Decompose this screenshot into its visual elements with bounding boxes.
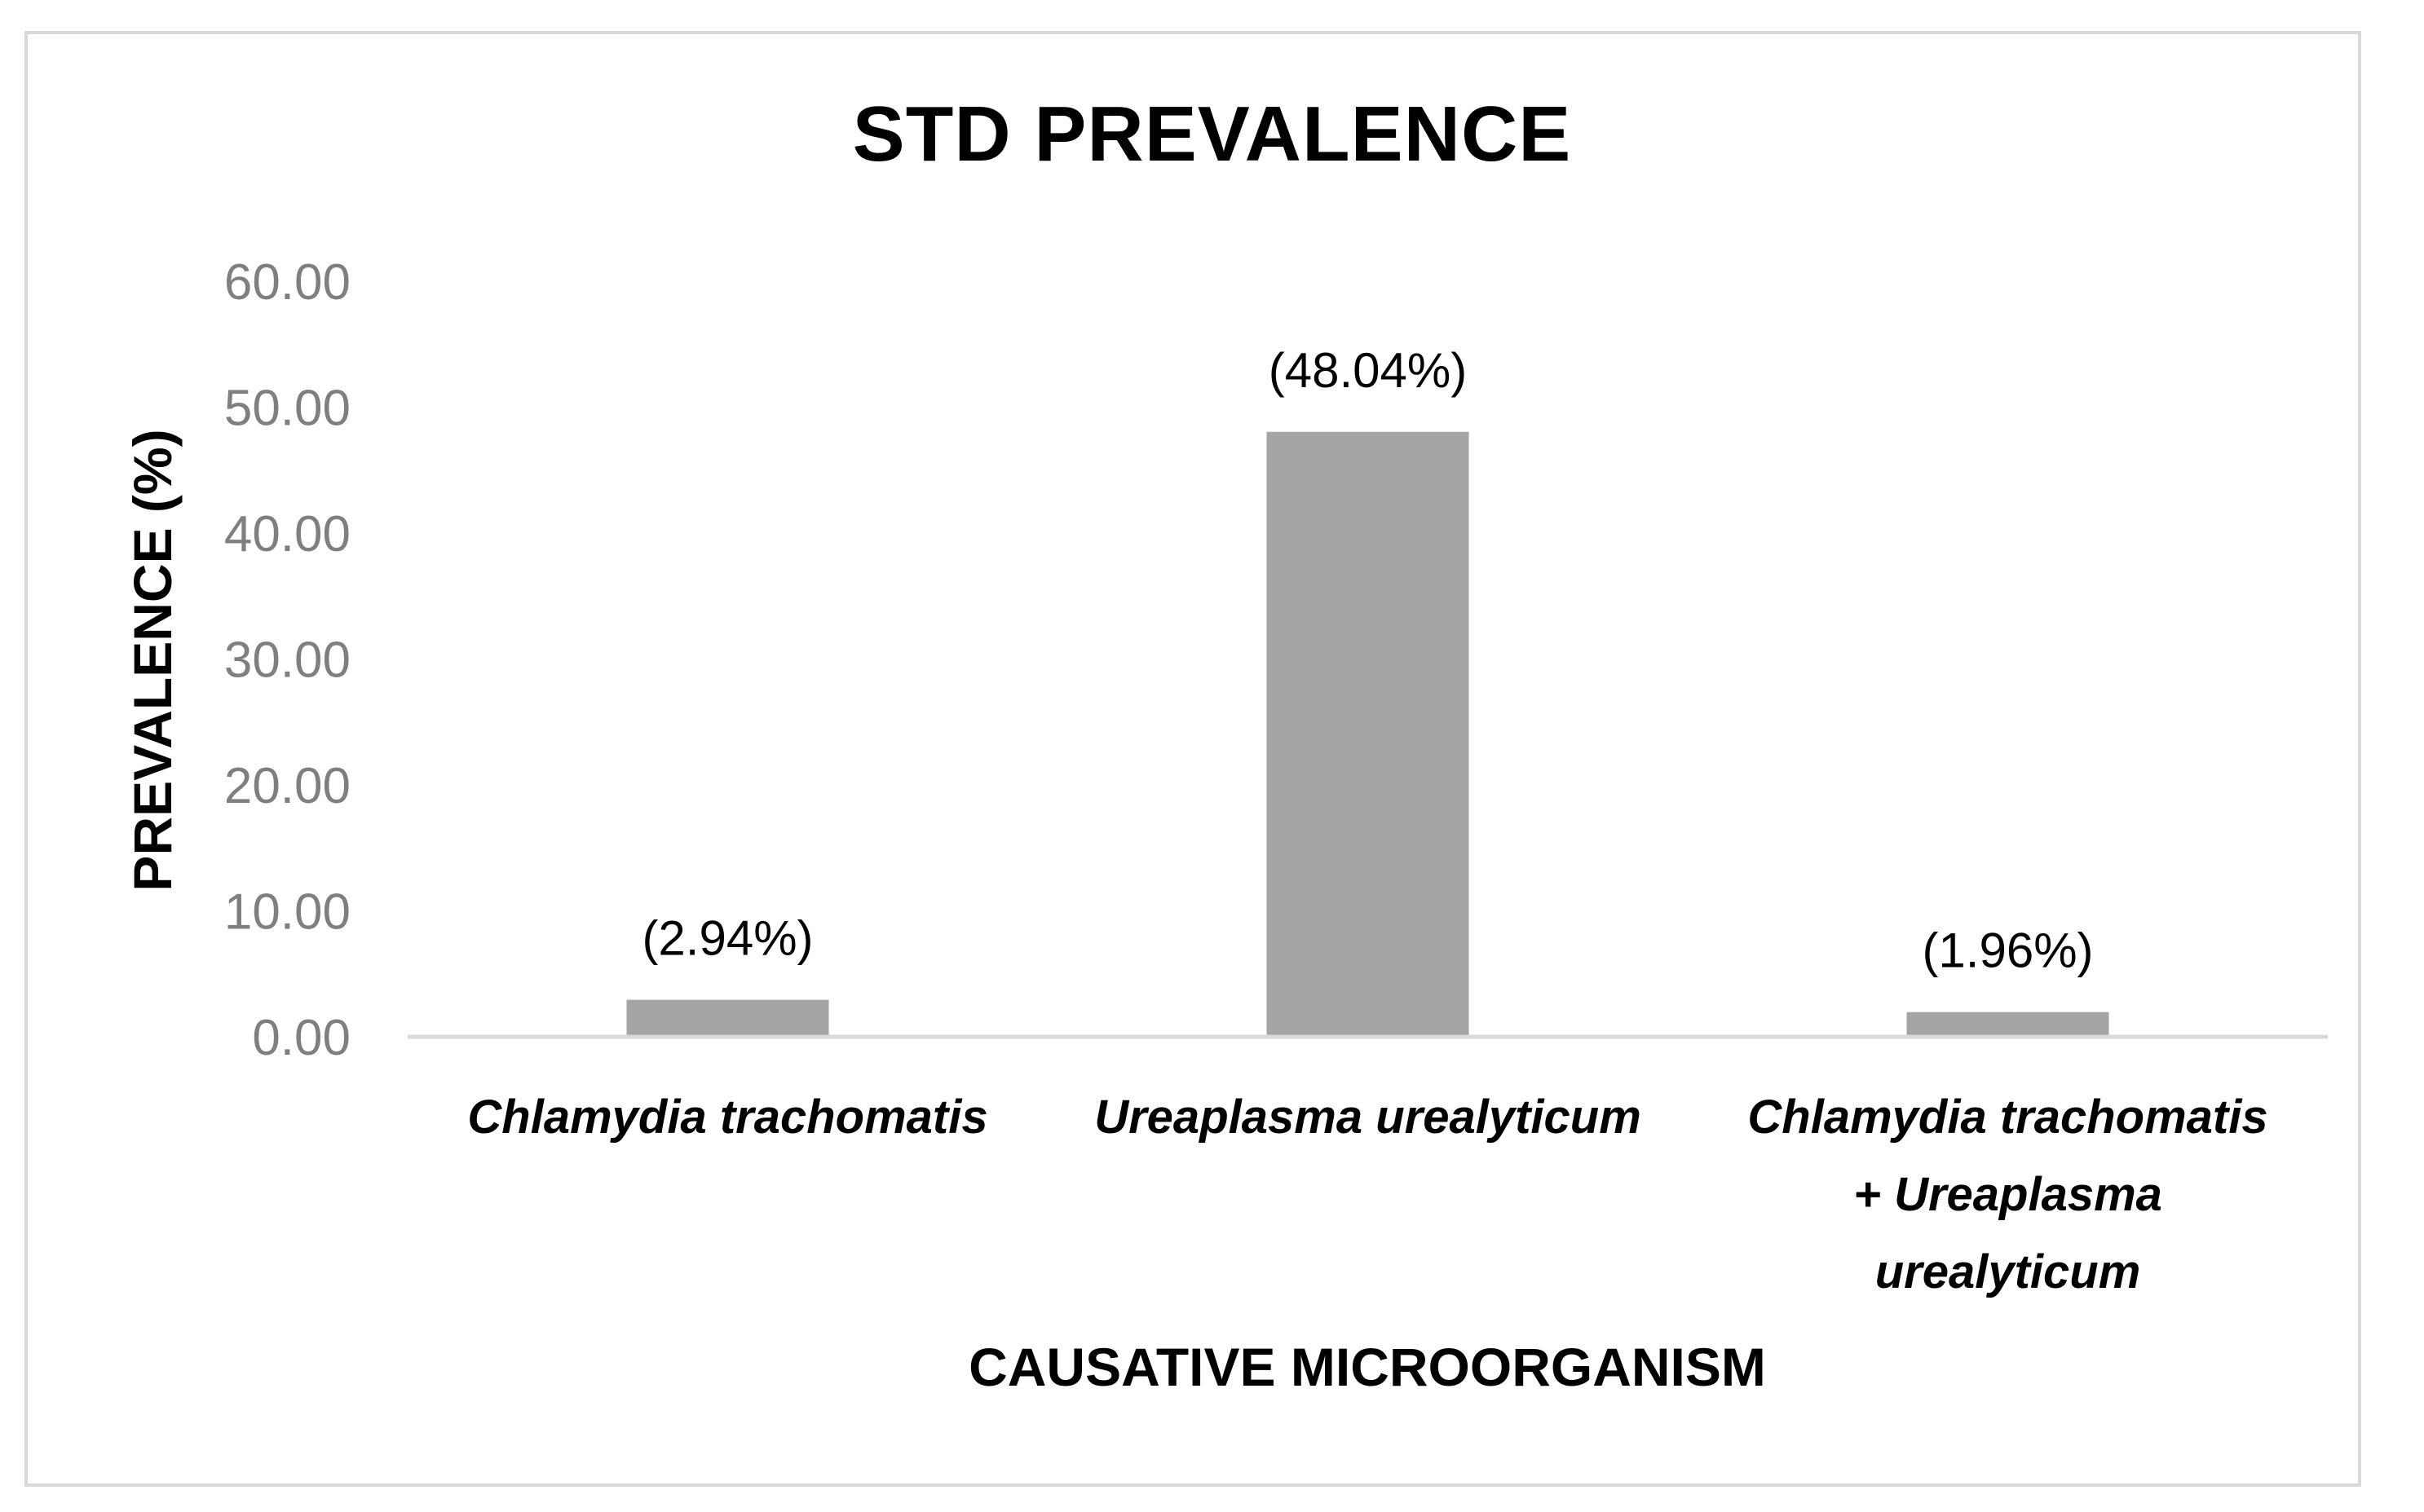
y-tick-label: 30.00 xyxy=(224,633,351,689)
category-label: Ureaplasma urealyticum xyxy=(1094,1091,1641,1144)
y-tick-label: 10.00 xyxy=(224,884,351,941)
y-tick-label: 60.00 xyxy=(224,254,351,311)
bar xyxy=(626,999,829,1037)
chart-title: STD PREVALENCE xyxy=(852,90,1572,178)
bar xyxy=(1266,431,1469,1037)
data-label: (1.96%) xyxy=(1922,924,2093,978)
x-axis-title: CAUSATIVE MICROORGANISM xyxy=(969,1337,1766,1397)
y-tick-label: 0.00 xyxy=(252,1010,351,1066)
y-tick-label: 50.00 xyxy=(224,381,351,437)
y-axis-title: PREVALENCE (%) xyxy=(122,429,183,891)
category-label: + Ureaplasma xyxy=(1853,1168,2162,1221)
category-label: urealyticum xyxy=(1875,1245,2141,1298)
bars xyxy=(626,431,2109,1037)
y-tick-label: 20.00 xyxy=(224,758,351,814)
data-labels: (2.94%) (48.04%) (1.96%) xyxy=(642,343,2093,978)
data-label: (48.04%) xyxy=(1269,343,1467,398)
y-tick-label: 40.00 xyxy=(224,506,351,562)
y-axis-ticks: 0.00 10.00 20.00 30.00 40.00 50.00 60.00 xyxy=(224,254,351,1066)
chart-frame xyxy=(24,31,2361,1487)
category-label: Chlamydia trachomatis xyxy=(1747,1091,2267,1144)
data-label: (2.94%) xyxy=(642,911,813,966)
category-label: Chlamydia trachomatis xyxy=(467,1091,987,1144)
category-labels: Chlamydia trachomatis Ureaplasma urealyti… xyxy=(467,1091,2267,1298)
bar xyxy=(1906,1012,2109,1037)
